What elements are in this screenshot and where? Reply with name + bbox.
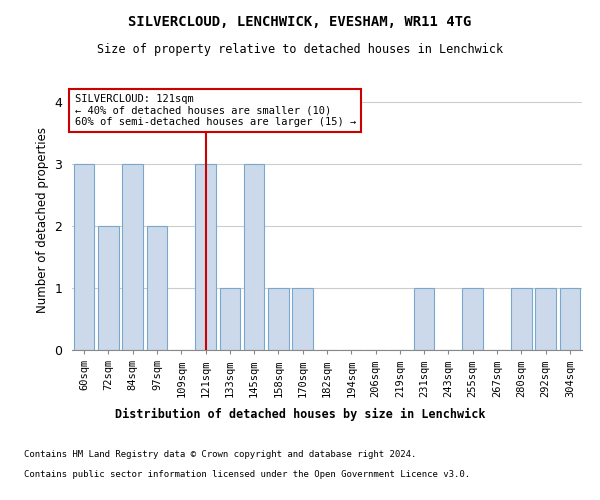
- Bar: [220, 288, 240, 350]
- Bar: [122, 164, 143, 350]
- Bar: [244, 164, 265, 350]
- Text: SILVERCLOUD, LENCHWICK, EVESHAM, WR11 4TG: SILVERCLOUD, LENCHWICK, EVESHAM, WR11 4T…: [128, 15, 472, 29]
- Bar: [560, 288, 580, 350]
- Text: SILVERCLOUD: 121sqm
← 40% of detached houses are smaller (10)
60% of semi-detach: SILVERCLOUD: 121sqm ← 40% of detached ho…: [74, 94, 356, 127]
- Bar: [414, 288, 434, 350]
- Text: Contains HM Land Registry data © Crown copyright and database right 2024.: Contains HM Land Registry data © Crown c…: [24, 450, 416, 459]
- Bar: [292, 288, 313, 350]
- Text: Contains public sector information licensed under the Open Government Licence v3: Contains public sector information licen…: [24, 470, 470, 479]
- Bar: [268, 288, 289, 350]
- Bar: [195, 164, 216, 350]
- Bar: [146, 226, 167, 350]
- Bar: [511, 288, 532, 350]
- Bar: [535, 288, 556, 350]
- Text: Size of property relative to detached houses in Lenchwick: Size of property relative to detached ho…: [97, 42, 503, 56]
- Bar: [98, 226, 119, 350]
- Bar: [74, 164, 94, 350]
- Y-axis label: Number of detached properties: Number of detached properties: [36, 127, 49, 313]
- Bar: [463, 288, 483, 350]
- Text: Distribution of detached houses by size in Lenchwick: Distribution of detached houses by size …: [115, 408, 485, 420]
